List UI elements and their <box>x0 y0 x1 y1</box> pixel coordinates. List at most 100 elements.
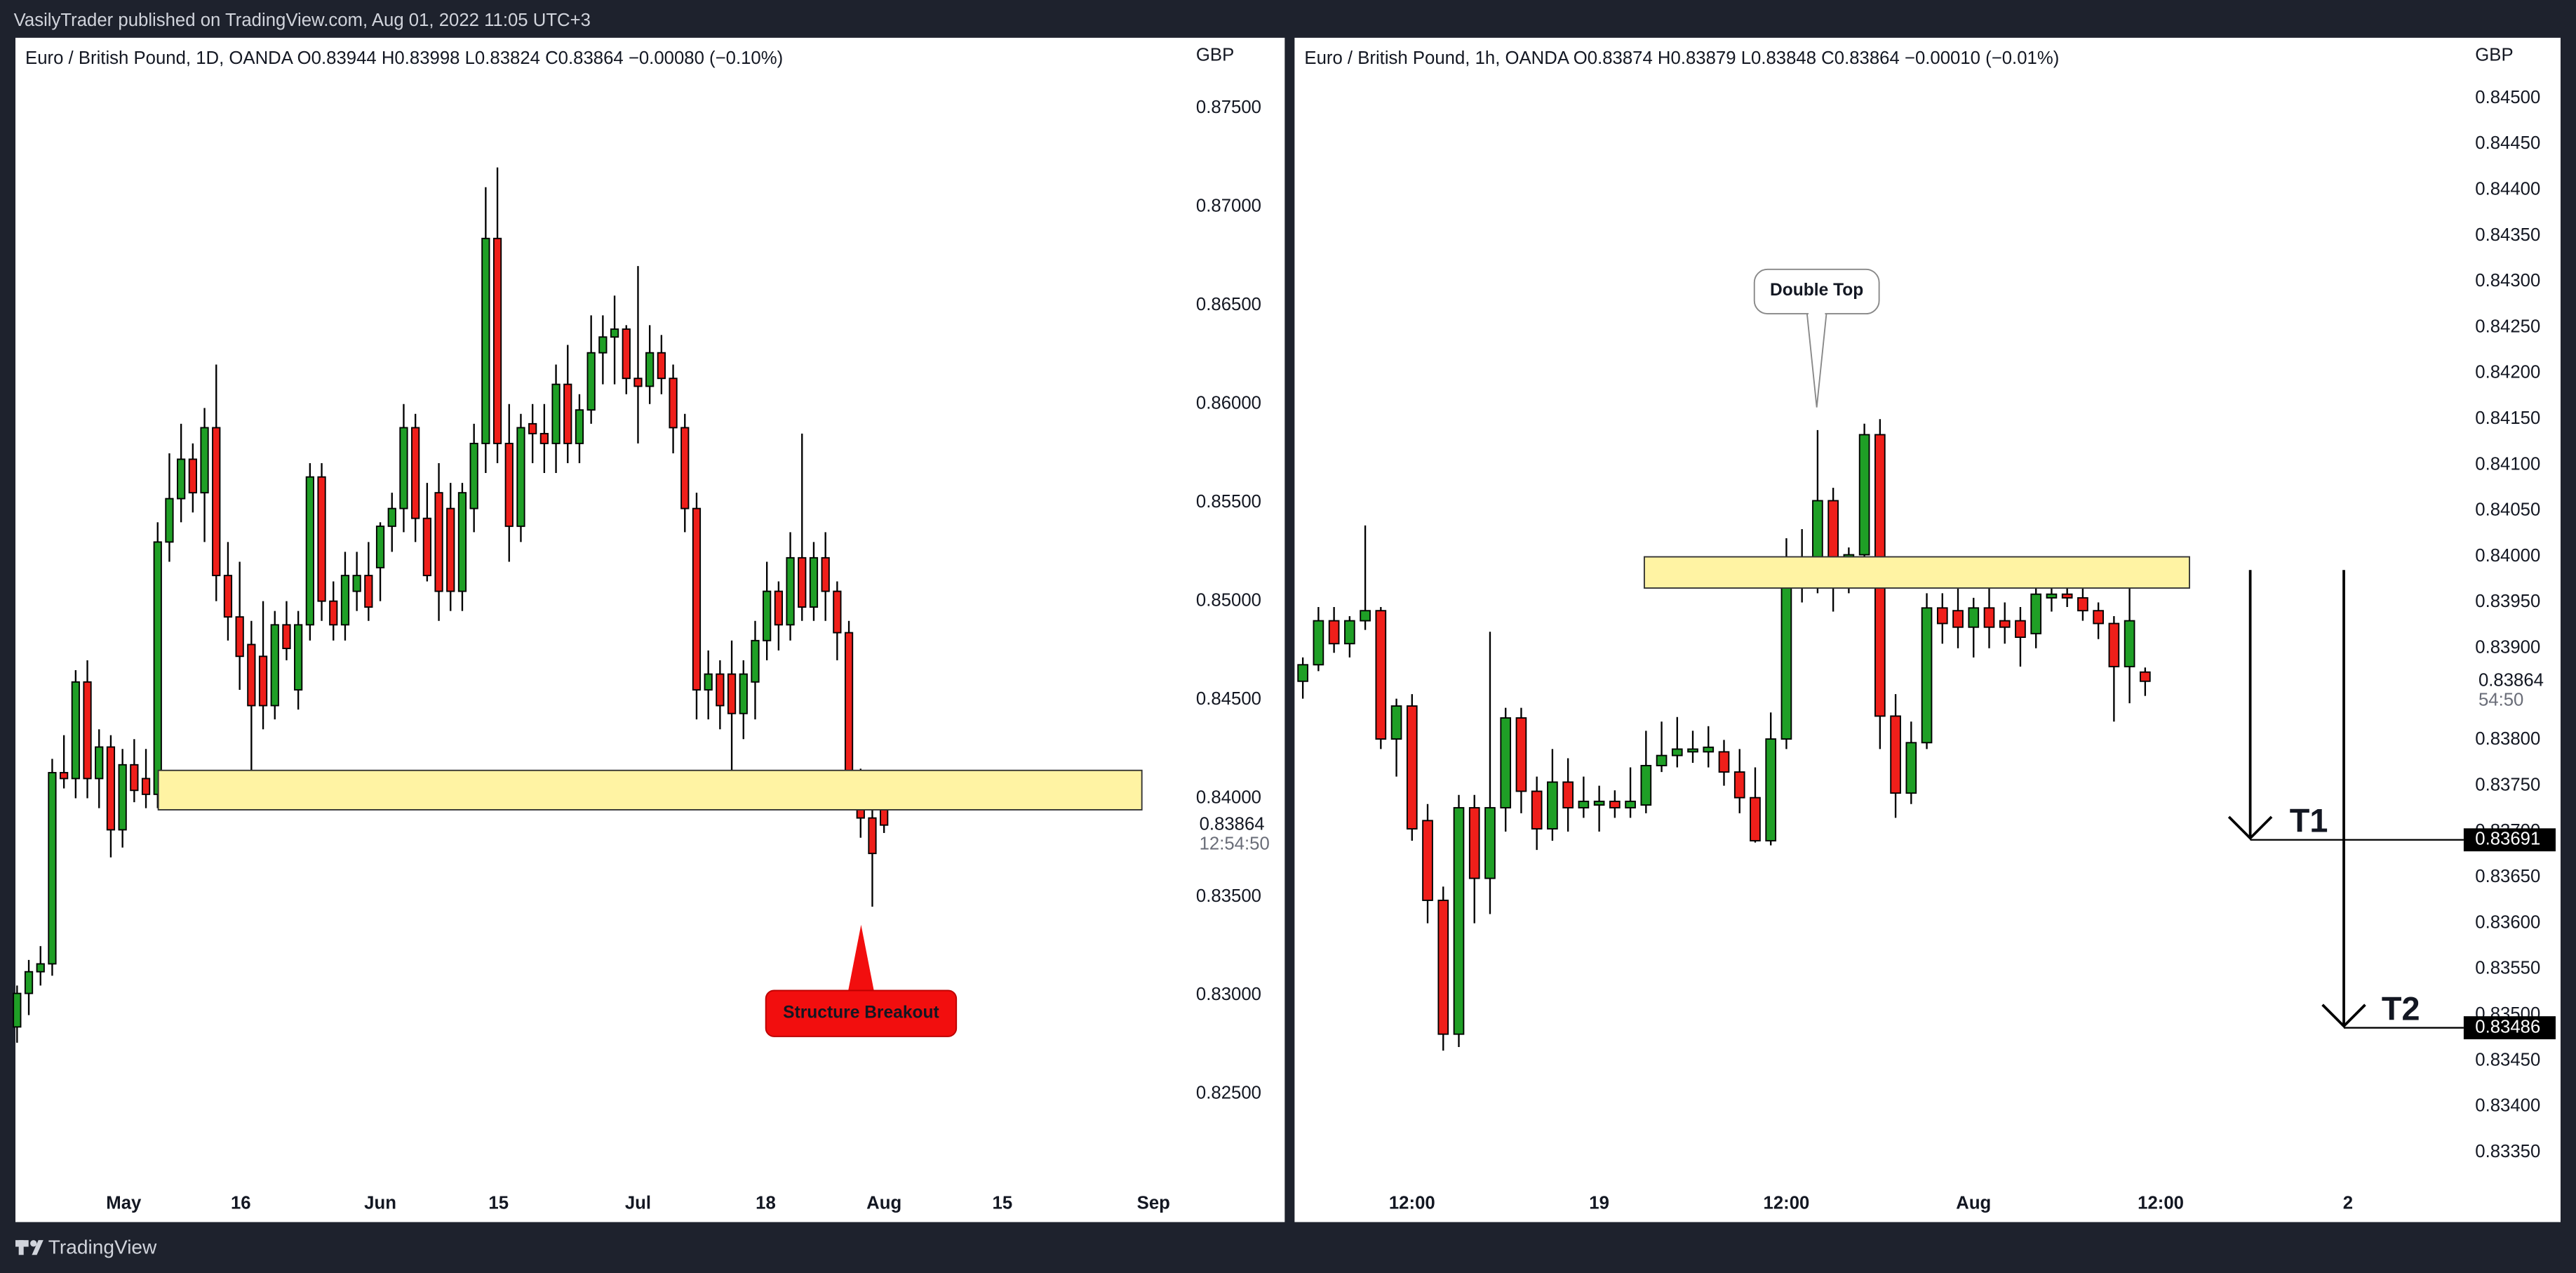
candle-body <box>24 971 34 994</box>
annotation: T2 <box>2382 990 2420 1027</box>
candle-body <box>1313 620 1324 666</box>
chart-title: Euro / British Pound, 1D, OANDA O0.83944… <box>25 48 783 68</box>
candle-body <box>1718 751 1730 773</box>
currency: GBP <box>2475 45 2513 65</box>
candle-body <box>2140 671 2151 682</box>
resistance-zone <box>1643 556 2190 589</box>
candle-body <box>1936 607 1948 625</box>
y-tick-label: 0.84100 <box>2475 454 2540 474</box>
y-tick-label: 0.83400 <box>2475 1096 2540 1116</box>
candle-body <box>2030 593 2042 634</box>
last-price-bg <box>2471 669 2561 713</box>
candle-body <box>586 352 596 411</box>
countdown: 12:54:50 <box>1200 834 1270 854</box>
candle-body <box>551 383 561 444</box>
candle-body <box>844 632 854 789</box>
candle-body <box>1468 807 1480 879</box>
x-tick-label: 15 <box>993 1193 1013 1213</box>
candle-body <box>317 476 326 602</box>
y-tick-label: 0.84300 <box>2475 271 2540 291</box>
y-tick-label: 0.84000 <box>2475 546 2540 566</box>
x-tick-label: Jul <box>625 1193 651 1213</box>
x-tick-label: 18 <box>756 1193 776 1213</box>
support-zone <box>157 769 1143 811</box>
y-tick-label: 0.84450 <box>2475 133 2540 153</box>
candle-body <box>258 655 268 707</box>
y-tick-label: 0.84000 <box>1196 787 1261 807</box>
logo <box>15 1240 43 1255</box>
y-tick-label: 0.83750 <box>2475 775 2540 794</box>
candle-body <box>83 681 92 780</box>
chart-title: Euro / British Pound, 1h, OANDA O0.83874… <box>1304 48 2059 68</box>
candle-body <box>387 507 396 527</box>
x-tick-label: 16 <box>231 1193 251 1213</box>
candle-body <box>1999 620 2011 628</box>
annotation: Structure Breakout <box>783 1004 939 1022</box>
candle-body <box>680 427 690 509</box>
chart: Euro / British Pound, 1h, OANDA O0.83874… <box>1297 45 2561 1213</box>
y-tick-label: 0.83550 <box>2475 959 2540 978</box>
candle-body <box>95 746 104 780</box>
callout-pointer <box>1806 312 1827 408</box>
candle-body <box>364 575 373 608</box>
candle-body <box>716 673 725 707</box>
candle-body <box>1921 607 1933 744</box>
y-tick-label: 0.84350 <box>2475 225 2540 245</box>
y-tick-label: 0.83450 <box>2475 1050 2540 1069</box>
candle-body <box>223 575 233 618</box>
candle-body <box>481 237 490 444</box>
candle-body <box>1562 781 1574 808</box>
candle-body <box>340 575 350 626</box>
price-label-bg <box>2463 828 2556 852</box>
candle-body <box>692 507 702 691</box>
candle-body <box>575 409 584 444</box>
candle-body <box>153 541 162 795</box>
arrow-head <box>2321 1004 2366 1028</box>
candle-body <box>657 352 666 380</box>
candle-body <box>704 673 713 691</box>
candle-body <box>1328 620 1340 645</box>
x-tick-label: 12:00 <box>2138 1193 2184 1213</box>
candle-body <box>2046 593 2058 599</box>
candle-body <box>106 746 116 831</box>
candle-body <box>669 378 678 429</box>
candle-body <box>247 644 256 707</box>
last-price-bg <box>1193 813 1282 857</box>
candle-body <box>1703 746 1715 753</box>
y-tick-label: 0.83000 <box>1196 985 1261 1004</box>
chart: Euro / British Pound, 1D, OANDA O0.83944… <box>13 45 1282 1213</box>
annotation: Double Top <box>1770 281 1863 300</box>
candle-body <box>1406 705 1418 830</box>
candle-body <box>130 764 139 792</box>
y-tick-label: 0.86000 <box>1196 394 1261 413</box>
candle-body <box>610 328 619 338</box>
candle-body <box>329 600 338 626</box>
candle-body <box>2077 596 2088 612</box>
candle-body <box>809 556 819 608</box>
y-tick-label: 0.84250 <box>2475 316 2540 336</box>
candle-body <box>141 778 151 795</box>
candle-body <box>539 432 549 444</box>
candle-body <box>13 992 22 1028</box>
candle-body <box>774 590 783 626</box>
y-tick-label: 0.87500 <box>1196 98 1261 117</box>
x-tick-label: Aug <box>1956 1193 1991 1213</box>
callout-pointer <box>847 924 875 992</box>
candle-body <box>798 556 807 608</box>
x-tick-label: Sep <box>1137 1193 1170 1213</box>
candle-body <box>411 427 420 519</box>
callout-join <box>1808 310 1825 316</box>
candle-body <box>165 498 174 543</box>
candle-body <box>375 525 385 568</box>
candle-body <box>212 427 221 577</box>
candle-body <box>294 624 303 691</box>
x-tick-label: May <box>106 1193 142 1213</box>
y-tick-label: 0.83350 <box>2475 1142 2540 1161</box>
candle-body <box>528 422 537 434</box>
candle-body <box>1827 500 1839 559</box>
candle-body <box>1656 754 1668 766</box>
candle-body <box>821 556 830 592</box>
price-label-bg <box>2463 1016 2556 1039</box>
